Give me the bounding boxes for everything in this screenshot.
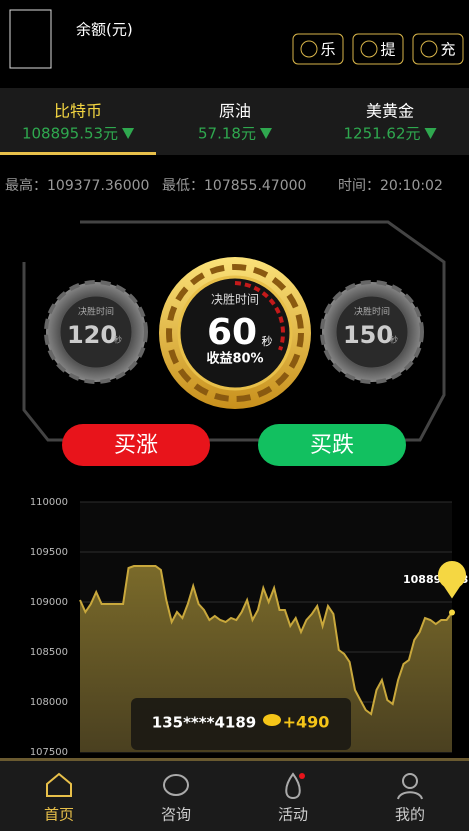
chip-inner (335, 295, 409, 369)
button-label[interactable]: 提 (380, 41, 395, 59)
toast-amount: +490 (283, 713, 330, 732)
timer-unit: 秒 (390, 335, 398, 345)
home-icon[interactable] (46, 772, 72, 797)
gold-dash (166, 264, 304, 402)
timer-seconds: 150 (343, 321, 393, 349)
profile-icon-body (397, 791, 423, 800)
timer-right[interactable]: 决胜时间 150 秒 (320, 280, 424, 384)
tab-price[interactable]: 108895.53元 (22, 125, 118, 143)
timer-center[interactable]: 决胜时间 60 秒 收益80% (159, 257, 311, 409)
button-frame[interactable] (412, 33, 464, 65)
badge (299, 773, 305, 779)
price-line (79, 565, 453, 716)
down-arrow (259, 128, 272, 139)
tab-name[interactable]: 比特币 (54, 102, 102, 121)
buy-down-button[interactable] (258, 424, 406, 466)
timer-unit: 秒 (114, 335, 122, 345)
timer-profit: 收益80% (206, 351, 263, 367)
timer-label: 决胜时间 (78, 306, 114, 318)
chip-inner (177, 275, 293, 391)
stat-time: 时间：20:10:02 (338, 178, 443, 194)
timer-label: 决胜时间 (211, 292, 259, 307)
toast-user: 135****4189 (152, 714, 256, 732)
profile-icon[interactable] (402, 773, 418, 789)
current-price-pin (437, 560, 466, 599)
toast (131, 698, 351, 750)
y-tick-label: 109000 (30, 597, 68, 608)
button-icon (420, 40, 438, 58)
y-tick-label: 108000 (30, 697, 68, 708)
stat-high: 最高：109377.36000 (5, 177, 149, 194)
tab-price[interactable]: 57.18元 (198, 125, 256, 143)
down-arrow (424, 128, 437, 139)
nav-label[interactable]: 我的 (395, 806, 425, 824)
tab-price[interactable]: 1251.62元 (343, 125, 420, 143)
down-arrow (122, 128, 135, 139)
avatar[interactable] (9, 9, 52, 69)
nav-label[interactable]: 首页 (44, 806, 74, 824)
button-frame[interactable] (292, 33, 344, 65)
timer-seconds: 120 (67, 321, 117, 349)
buy-up-button[interactable] (62, 424, 210, 466)
nav-label[interactable]: 活动 (278, 806, 308, 824)
y-tick-label: 109500 (30, 547, 68, 558)
button-icon (360, 40, 378, 58)
buy-down-label[interactable]: 买跌 (310, 433, 354, 458)
dial-frame (22, 220, 446, 442)
y-tick-label: 110000 (30, 497, 68, 508)
nav-bar (0, 758, 469, 831)
tab-bar (0, 88, 469, 155)
header-buttons: 乐 提 充 (292, 33, 464, 65)
chip-inner (59, 295, 133, 369)
timer-seconds: 60 (207, 312, 257, 353)
stat-low: 最低：107855.47000 (162, 178, 306, 194)
timer-left[interactable]: 决胜时间 120 秒 (44, 280, 148, 384)
tabs: 比特币 108895.53元 原油 57.18元 美黄金 1251.62元 (22, 102, 437, 143)
button-label[interactable]: 充 (440, 41, 455, 59)
timer-label: 决胜时间 (354, 306, 390, 318)
y-tick-label: 108500 (30, 647, 68, 658)
current-price-dot (449, 609, 455, 616)
fire-icon[interactable] (285, 772, 301, 800)
timer-unit: 秒 (262, 334, 273, 348)
y-tick-label: 107500 (30, 747, 68, 758)
tab-name[interactable]: 美黄金 (366, 102, 414, 121)
nav-label[interactable]: 咨询 (161, 806, 191, 824)
coin-icon (263, 714, 281, 726)
button-label[interactable]: 乐 (320, 41, 335, 59)
tab-name[interactable]: 原油 (219, 102, 251, 121)
balance-label: 余额(元) (76, 21, 133, 39)
nav-border (0, 758, 469, 761)
button-frame[interactable] (352, 33, 404, 65)
tab-indicator (0, 152, 156, 155)
countdown-arc (234, 281, 285, 351)
button-icon (300, 40, 318, 58)
chat-icon[interactable] (163, 774, 189, 796)
buy-up-label[interactable]: 买涨 (114, 433, 158, 458)
